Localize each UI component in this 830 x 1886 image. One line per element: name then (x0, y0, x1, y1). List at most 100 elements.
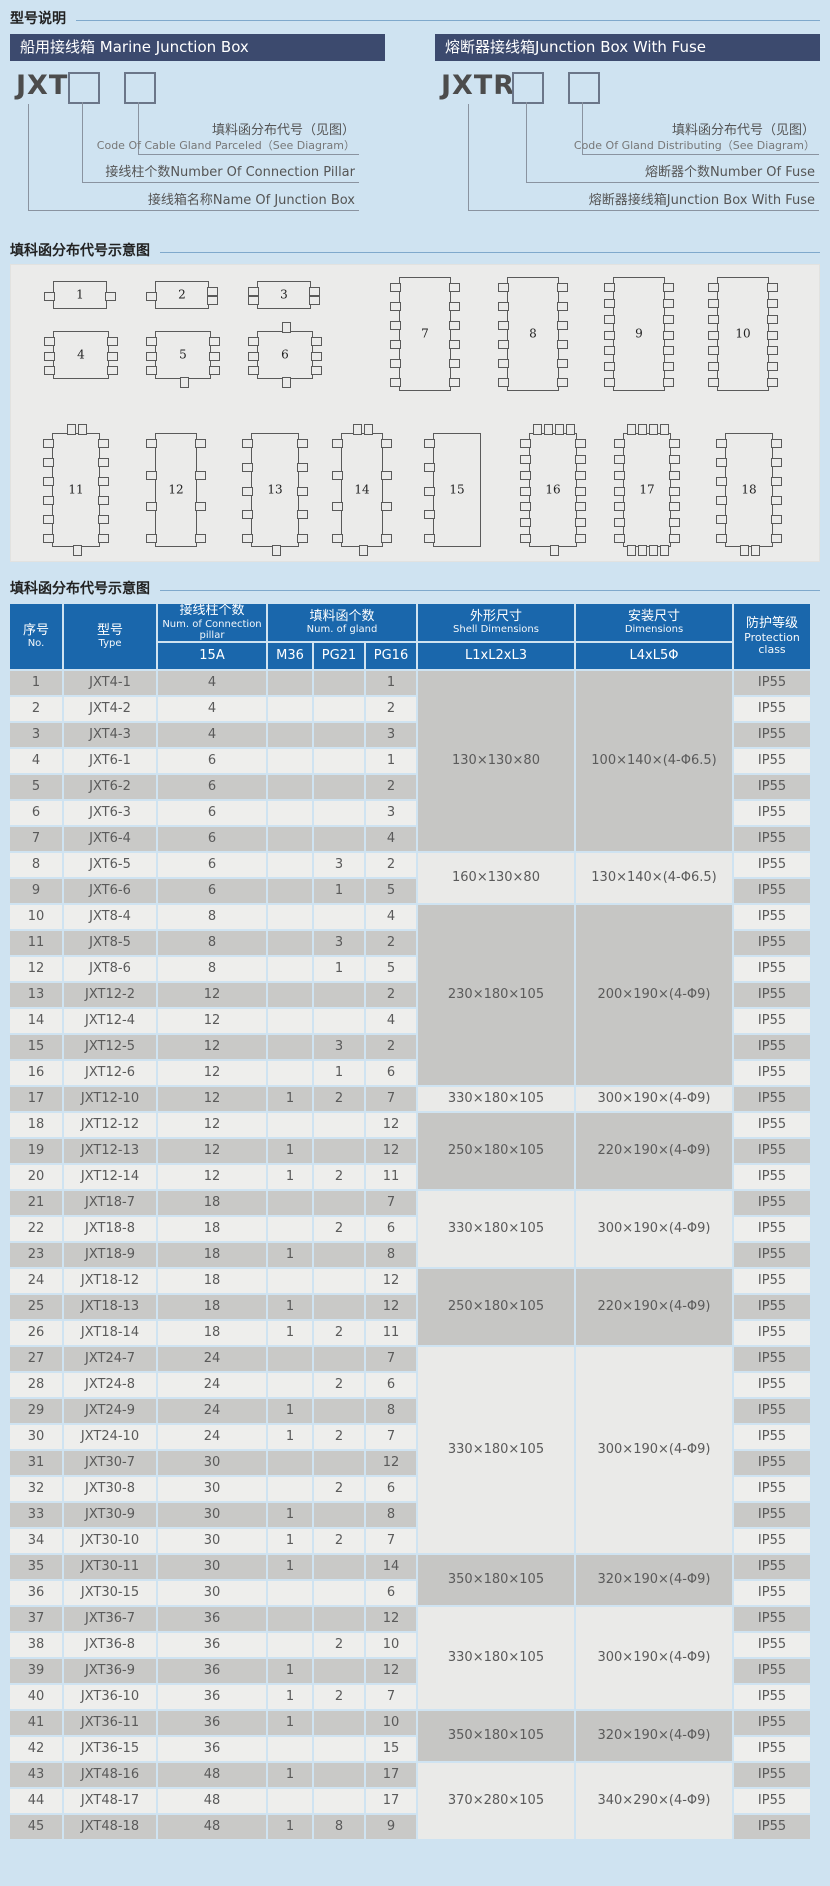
cable-gland-tab (449, 378, 460, 387)
gland-layout-box-10: 10 (708, 277, 778, 391)
cable-gland-tab (44, 337, 55, 346)
cell-type: JXT30-11 (64, 1554, 156, 1579)
table-row: 36 JXT30-15 30 6 IP55 (10, 1580, 810, 1605)
cell-m36 (268, 930, 312, 955)
cell-15a: 24 (158, 1346, 266, 1371)
cell-pg21: 2 (314, 1424, 364, 1449)
cable-gland-tab (663, 283, 674, 292)
table-row: 34 JXT30-10 30 1 2 7 IP55 (10, 1528, 810, 1553)
gland-layout-box-15: 15 (424, 433, 481, 547)
cell-pg16: 2 (366, 696, 416, 721)
cell-protection: IP55 (734, 1294, 810, 1319)
cell-pg21 (314, 1112, 364, 1137)
cell-pg16: 2 (366, 774, 416, 799)
cell-no: 45 (10, 1814, 62, 1839)
cable-gland-tab (98, 477, 109, 486)
cell-15a: 30 (158, 1502, 266, 1527)
cable-gland-tab (195, 502, 206, 512)
table-row: 17 JXT12-10 12 1 2 7 330×180×105 300×190×(4-Φ9)… (10, 1086, 810, 1111)
table-row: 26 JXT18-14 18 1 2 11 IP55 (10, 1320, 810, 1345)
cell-m36 (268, 1372, 312, 1397)
cell-protection: IP55 (734, 1710, 810, 1735)
cell-type: JXT24-10 (64, 1424, 156, 1449)
cell-type: JXT12-13 (64, 1138, 156, 1163)
cell-protection: IP55 (734, 1476, 810, 1501)
cell-no: 18 (10, 1112, 62, 1137)
cable-gland-tab (767, 330, 778, 340)
cell-no: 40 (10, 1684, 62, 1709)
cell-protection: IP55 (734, 1164, 810, 1189)
cable-gland-tab (146, 470, 157, 480)
cable-gland-tab (146, 366, 157, 375)
cell-pg21: 2 (314, 1372, 364, 1397)
table-row: 16 JXT12-6 12 1 6 IP55 (10, 1060, 810, 1085)
cell-15a: 24 (158, 1424, 266, 1449)
table-row: 21 JXT18-7 18 7 330×180×105 300×190×(4-Φ9) IP5… (10, 1190, 810, 1267)
cell-pg21 (314, 982, 364, 1007)
cell-no: 29 (10, 1398, 62, 1423)
cell-m36 (268, 1268, 312, 1293)
cell-no: 15 (10, 1034, 62, 1059)
table-row: 40 JXT36-10 36 1 2 7 IP55 (10, 1684, 810, 1709)
cable-gland-tab (498, 340, 509, 349)
cell-protection: IP55 (734, 670, 810, 695)
col-header-pillar-group: 接线柱个数 Num. of Connection pillar (158, 604, 266, 641)
cable-gland-tab (575, 470, 586, 480)
cell-shell-dimensions: 350×180×105 (418, 1710, 574, 1761)
table-row: 25 JXT18-13 18 1 12 IP55 (10, 1294, 810, 1319)
cell-15a: 12 (158, 1164, 266, 1189)
cell-no: 43 (10, 1762, 62, 1787)
cell-no: 14 (10, 1008, 62, 1033)
jxt-callout-gland-code-zh: 填料函分布代号（见图） (211, 123, 355, 138)
table-row: 32 JXT30-8 30 2 6 IP55 (10, 1476, 810, 1501)
cell-pg16: 6 (366, 1580, 416, 1605)
col-header-gland-group: 填料函个数 Num. of gland (268, 604, 416, 641)
cable-gland-tab (669, 486, 680, 496)
cell-15a: 36 (158, 1606, 266, 1631)
gland-layout-box-number: 15 (449, 482, 465, 497)
cell-type: JXT48-18 (64, 1814, 156, 1839)
cell-pg16: 4 (366, 1008, 416, 1033)
cell-protection: IP55 (734, 1554, 810, 1579)
table-row: 2 JXT4-2 4 2 IP55 (10, 696, 810, 721)
cell-pg16: 3 (366, 722, 416, 747)
cell-mount-dimensions: 320×190×(4-Φ9) (576, 1554, 732, 1605)
cell-pg21 (314, 1580, 364, 1605)
cable-gland-tab (771, 477, 782, 486)
cable-gland-tab (242, 462, 253, 472)
cell-no: 35 (10, 1554, 62, 1579)
cell-pg21 (314, 826, 364, 851)
cable-gland-tab (195, 534, 206, 543)
cell-m36: 1 (268, 1528, 312, 1553)
cell-m36: 1 (268, 1684, 312, 1709)
cell-15a: 6 (158, 852, 266, 877)
gland-layout-box-number: 3 (280, 287, 288, 302)
table-row: 22 JXT18-8 18 2 6 IP55 (10, 1216, 810, 1241)
cable-gland-tab (311, 351, 322, 361)
cell-15a: 48 (158, 1788, 266, 1813)
gland-layout-box-12: 12 (146, 433, 206, 547)
cell-type: JXT8-6 (64, 956, 156, 981)
cell-pg16: 4 (366, 904, 416, 929)
cell-pg21 (314, 1658, 364, 1683)
cell-15a: 6 (158, 826, 266, 851)
cable-gland-tab (424, 534, 435, 543)
cell-type: JXT4-1 (64, 670, 156, 695)
cable-gland-tab (716, 534, 727, 543)
cell-15a: 12 (158, 1138, 266, 1163)
cable-gland-tab (533, 424, 542, 435)
table-row: 43 JXT48-16 48 1 17 370×280×105 340×290×(4-Φ9)… (10, 1762, 810, 1839)
cell-mount-dimensions: 300×190×(4-Φ9) (576, 1086, 732, 1111)
cell-m36 (268, 800, 312, 825)
cable-gland-tab (771, 439, 782, 448)
gland-layout-box-number: 14 (354, 482, 370, 497)
jxt-block-header: 船用接线箱 Marine Junction Box (10, 34, 386, 61)
cell-protection: IP55 (734, 1606, 810, 1631)
cable-gland-tab (614, 454, 625, 464)
cable-gland-tab (381, 502, 392, 512)
cell-15a: 6 (158, 774, 266, 799)
cell-m36: 1 (268, 1242, 312, 1267)
col-header-no: 序号 No. (10, 604, 62, 669)
cell-type: JXT36-7 (64, 1606, 156, 1631)
cell-protection: IP55 (734, 1450, 810, 1475)
